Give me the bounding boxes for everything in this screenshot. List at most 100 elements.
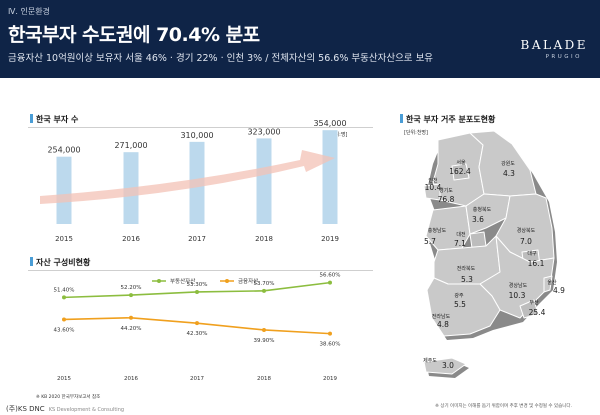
region-name-label: 서울 <box>456 159 466 166</box>
series-point <box>129 315 133 320</box>
region-value-label: 5.3 <box>461 275 473 284</box>
divider <box>28 270 373 271</box>
region-name-label: 충청남도 <box>428 227 447 234</box>
point-value-label: 56.60% <box>320 273 341 279</box>
region-value-label: 5.7 <box>424 237 436 246</box>
x-tick-label: 2017 <box>190 376 204 382</box>
region-incheon <box>423 183 441 201</box>
region-name-label: 광주 <box>454 292 464 299</box>
region-name-label: 경기도 <box>439 187 453 194</box>
x-tick-label: 2017 <box>188 235 206 243</box>
region-value-label: 16.1 <box>528 259 545 268</box>
series-point <box>62 295 66 300</box>
region-seoul <box>451 163 470 181</box>
rich-count-unit: [단위:명] <box>328 132 348 138</box>
point-value-label: 44.20% <box>121 326 142 332</box>
company-subtitle: KS Development & Consulting <box>48 407 125 413</box>
region-daejeon <box>469 231 487 249</box>
bar-2018 <box>256 138 272 224</box>
header-banner: Ⅳ. 인문환경 한국부자 수도권에 70.4% 분포 금융자산 10억원이상 보… <box>0 0 600 78</box>
page-title: 한국부자 수도권에 70.4% 분포 <box>8 24 260 46</box>
region-value-label: 3.6 <box>472 215 484 224</box>
region-name-label: 전라남도 <box>432 313 451 320</box>
bar-2019 <box>322 130 338 224</box>
region-value-label: 76.8 <box>438 195 455 204</box>
region-value-label: 162.4 <box>449 167 471 176</box>
title-marker-icon <box>30 257 33 266</box>
region-name-label: 인천 <box>428 177 438 184</box>
region-name-label: 대구 <box>527 250 537 257</box>
bar-value-label: 254,000 <box>47 146 80 155</box>
region-jeonnam <box>426 277 501 337</box>
x-tick-label: 2018 <box>257 376 271 382</box>
region-name-label: 제주도 <box>423 357 437 364</box>
title-marker-icon <box>30 114 33 123</box>
series-point <box>62 317 66 322</box>
region-busan <box>519 299 539 319</box>
chart-legend: 부동산자산 금융자산 <box>152 277 258 285</box>
point-value-label: 42.30% <box>187 331 208 337</box>
region-name-label: 부산 <box>529 299 539 306</box>
x-tick-label: 2016 <box>122 235 140 243</box>
trend-arrow-icon <box>40 150 335 204</box>
region-name-label: 경상남도 <box>509 282 528 289</box>
map-land <box>423 130 555 375</box>
region-value-label: 25.4 <box>529 308 546 317</box>
x-tick-label: 2018 <box>255 235 273 243</box>
disclaimer-note: ※ 상기 이미지는 이해를 돕기 위함이며 추후 변경 및 수정될 수 있습니다… <box>435 404 572 409</box>
x-tick-label: 2019 <box>323 376 337 382</box>
region-value-label: 4.8 <box>437 320 449 329</box>
bar-2015 <box>56 156 72 224</box>
region-value-label: 10.3 <box>509 291 526 300</box>
bar-value-label: 271,000 <box>114 141 147 150</box>
distribution-map-title: 한국 부자 거주 분포도현황 <box>400 114 495 125</box>
point-value-label: 52.20% <box>121 285 142 291</box>
x-tick-label: 2015 <box>57 376 71 382</box>
legend-marker-금융자산 <box>225 279 229 283</box>
series-point <box>195 289 199 294</box>
series-point <box>262 288 266 293</box>
section-tag: Ⅳ. 인문환경 <box>8 7 50 16</box>
region-value-label: 4.9 <box>553 286 565 295</box>
point-value-label: 43.60% <box>54 327 75 333</box>
region-value-label: 7.1 <box>454 239 466 248</box>
point-value-label: 39.90% <box>254 338 275 344</box>
point-value-label: 38.60% <box>320 342 341 348</box>
legend-label: 부동산자산 <box>170 277 195 285</box>
brand-logo: BALADE <box>520 38 588 52</box>
region-value-label: 4.3 <box>503 169 515 178</box>
region-jeju <box>423 357 467 375</box>
point-value-label: 51.40% <box>54 287 75 293</box>
distribution-map-unit: [단위:천명] <box>404 130 428 136</box>
region-value-label: 5.5 <box>454 300 466 309</box>
point-value-label: 53.70% <box>254 281 275 287</box>
series-point <box>328 280 332 285</box>
x-tick-label: 2019 <box>321 235 339 243</box>
page-subtitle: 금융자산 10억원이상 보유자 서울 46% · 경기 22% · 인천 3% … <box>8 53 434 64</box>
region-value-label: 10.4 <box>425 183 442 192</box>
divider <box>28 127 373 128</box>
company-logo: (주)KS DNC KS Development & Consulting <box>6 404 124 414</box>
title-marker-icon <box>400 114 403 123</box>
region-value-label: 7.0 <box>520 237 532 246</box>
region-name-label: 울산 <box>547 279 557 286</box>
source-note: ※ KB 2020 한국부자보고서 참조 <box>36 395 101 400</box>
region-name-label: 경상북도 <box>517 227 536 234</box>
point-value-label: 53.30% <box>187 282 208 288</box>
region-name-label: 대전 <box>456 231 466 238</box>
legend-label: 금융자산 <box>238 277 258 285</box>
series-point <box>129 293 133 298</box>
series-point <box>262 327 266 332</box>
x-tick-label: 2015 <box>55 235 73 243</box>
bar-value-label: 310,000 <box>180 131 213 140</box>
region-value-label: 3.0 <box>442 361 454 370</box>
region-ulsan <box>543 275 553 293</box>
brand-logo-sub: PRUGIO <box>545 54 582 60</box>
region-name-label: 전라북도 <box>457 265 476 272</box>
legend-marker-부동산자산 <box>157 279 161 283</box>
series-point <box>328 331 332 336</box>
